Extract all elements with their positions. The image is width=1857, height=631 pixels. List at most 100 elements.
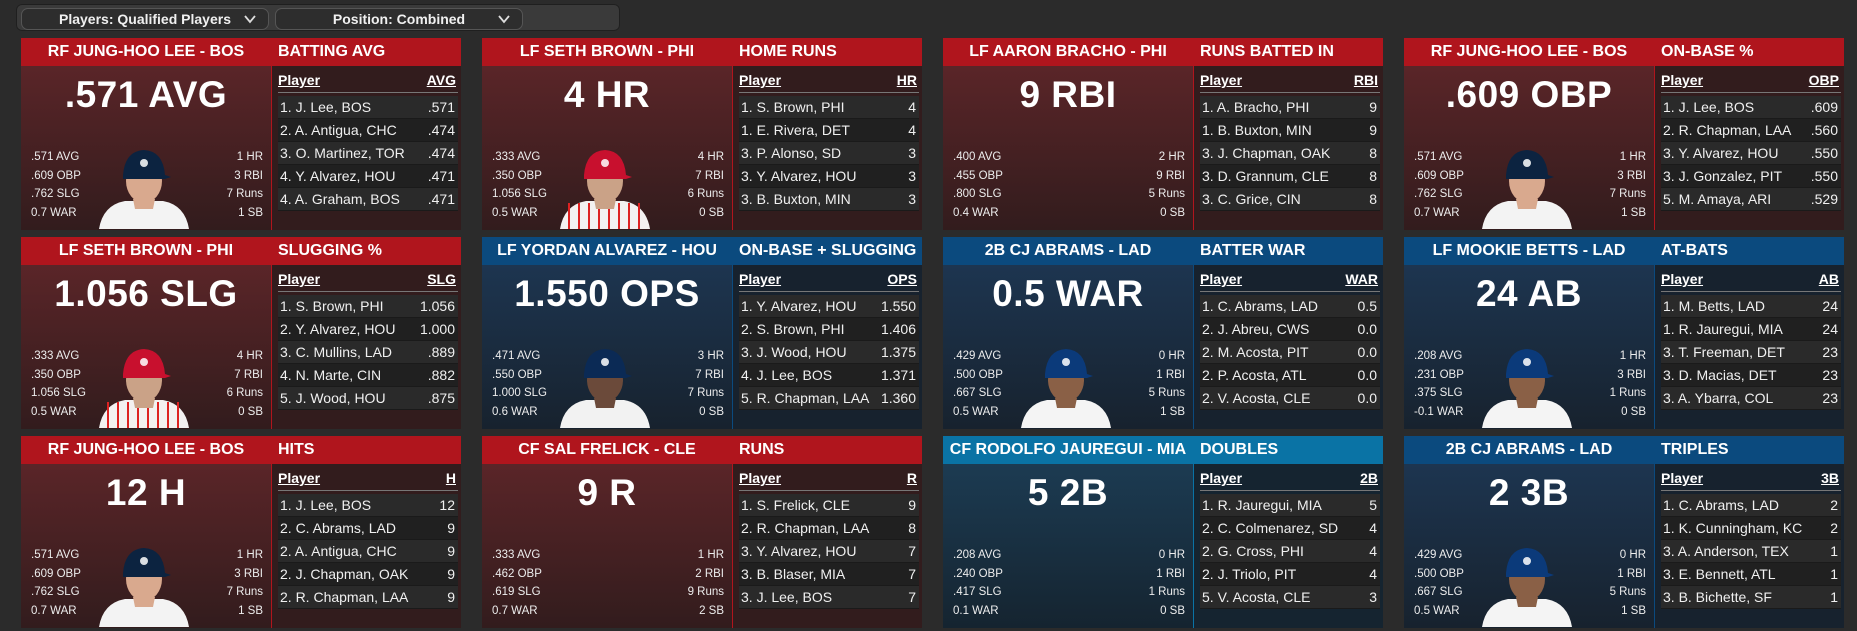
leaderboard-row[interactable]: 1. S. Brown, PHI 1.056 xyxy=(278,295,458,318)
player-name[interactable]: LF YORDAN ALVAREZ - HOU xyxy=(497,242,717,259)
leaderboard-row[interactable]: 1. E. Rivera, DET 4 xyxy=(739,119,919,142)
leaderboard-row[interactable]: 3. J. Wood, HOU 1.375 xyxy=(739,341,919,364)
leaderboard-row[interactable]: 2. C. Abrams, LAD 9 xyxy=(278,517,458,540)
count-stat: 1 RBI xyxy=(1617,567,1646,580)
players-filter-dropdown[interactable]: Players: Qualified Players xyxy=(21,8,269,30)
leaderboard-row[interactable]: 3. B. Blaser, MIA 7 xyxy=(739,563,919,586)
leaderboard-row[interactable]: 5. V. Acosta, CLE 3 xyxy=(1200,586,1380,609)
leaderboard-row[interactable]: 2. G. Cross, PHI 4 xyxy=(1200,540,1380,563)
leaderboard-row[interactable]: 1. J. Lee, BOS .609 xyxy=(1661,96,1841,119)
leaderboard-row[interactable]: 3. P. Alonso, SD 3 xyxy=(739,142,919,165)
card-header: LF AARON BRACHO - PHI RUNS BATTED IN xyxy=(943,38,1383,66)
player-name[interactable]: RF JUNG-HOO LEE - BOS xyxy=(1430,43,1628,60)
leaderboard-row[interactable]: 4. A. Graham, BOS .471 xyxy=(278,188,458,211)
leaderboard-row[interactable]: 3. B. Buxton, MIN 3 xyxy=(739,188,919,211)
leaderboard-row[interactable]: 2. J. Chapman, OAK 9 xyxy=(278,563,458,586)
leaderboard-row[interactable]: 1. R. Jauregui, MIA 5 xyxy=(1200,494,1380,517)
leader-card[interactable]: 2B CJ ABRAMS - LAD TRIPLES 2 3B .429 AVG… xyxy=(1404,436,1844,628)
player-name[interactable]: CF SAL FRELICK - CLE xyxy=(518,441,696,458)
leaderboard-row[interactable]: 3. J. Gonzalez, PIT .550 xyxy=(1661,165,1841,188)
leaderboard-row[interactable]: 3. B. Bichette, SF 1 xyxy=(1661,586,1841,609)
leader-card[interactable]: RF JUNG-HOO LEE - BOS ON-BASE % .609 OBP… xyxy=(1404,38,1844,230)
leaderboard-row[interactable]: 2. V. Acosta, CLE 0.0 xyxy=(1200,387,1380,410)
position-filter-dropdown[interactable]: Position: Combined xyxy=(275,8,523,30)
leaderboard-row[interactable]: 2. J. Triolo, PIT 4 xyxy=(1200,563,1380,586)
leaderboard-row[interactable]: 3. A. Anderson, TEX 1 xyxy=(1661,540,1841,563)
leader-card[interactable]: CF RODOLFO JAUREGUI - MIA DOUBLES 5 2B .… xyxy=(943,436,1383,628)
player-portrait-icon xyxy=(1021,349,1111,428)
leaderboard-row[interactable]: 2. A. Antigua, CHC 9 xyxy=(278,540,458,563)
leaderboard-row[interactable]: 1. K. Cunningham, KC 2 xyxy=(1661,517,1841,540)
leaderboard-row[interactable]: 3. J. Lee, BOS 7 xyxy=(739,586,919,609)
leader-card[interactable]: RF JUNG-HOO LEE - BOS HITS 12 H .571 AVG… xyxy=(21,436,461,628)
leaderboard-row[interactable]: 2. J. Abreu, CWS 0.0 xyxy=(1200,318,1380,341)
leaderboard-row[interactable]: 3. Y. Alvarez, HOU 7 xyxy=(739,540,919,563)
leader-value: 23 xyxy=(1822,367,1838,383)
leaderboard-row[interactable]: 3. C. Grice, CIN 8 xyxy=(1200,188,1380,211)
leaderboard-row[interactable]: 3. Y. Alvarez, HOU 3 xyxy=(739,165,919,188)
rate-stat: 0.5 WAR xyxy=(492,206,538,219)
leaderboard-row[interactable]: 2. R. Chapman, LAA .560 xyxy=(1661,119,1841,142)
leaderboard-row[interactable]: 3. D. Macias, DET 23 xyxy=(1661,364,1841,387)
leader-card[interactable]: LF YORDAN ALVAREZ - HOU ON-BASE + SLUGGI… xyxy=(482,237,922,429)
player-name[interactable]: LF MOOKIE BETTS - LAD xyxy=(1432,242,1626,259)
stat-value: .609 OBP xyxy=(1445,74,1613,115)
player-name[interactable]: LF SETH BROWN - PHI xyxy=(58,242,234,259)
leaderboard-row[interactable]: 1. B. Buxton, MIN 9 xyxy=(1200,119,1380,142)
player-name[interactable]: LF AARON BRACHO - PHI xyxy=(969,43,1167,60)
leader-value: 0.0 xyxy=(1357,321,1377,337)
player-name[interactable]: LF SETH BROWN - PHI xyxy=(519,43,695,60)
player-name[interactable]: CF RODOLFO JAUREGUI - MIA xyxy=(949,441,1187,458)
leaderboard-row[interactable]: 1. S. Brown, PHI 4 xyxy=(739,96,919,119)
leader-card[interactable]: CF SAL FRELICK - CLE RUNS 9 R .333 AVG .4… xyxy=(482,436,922,628)
leaderboard-row[interactable]: 1. A. Bracho, PHI 9 xyxy=(1200,96,1380,119)
player-name[interactable]: 2B CJ ABRAMS - LAD xyxy=(984,242,1152,259)
leaderboard-row[interactable]: 1. J. Lee, BOS .571 xyxy=(278,96,458,119)
leaderboard-row[interactable]: 1. Y. Alvarez, HOU 1.550 xyxy=(739,295,919,318)
leaderboard-row[interactable]: 2. C. Colmenarez, SD 4 xyxy=(1200,517,1380,540)
leaderboard-row[interactable]: 2. M. Acosta, PIT 0.0 xyxy=(1200,341,1380,364)
leaderboard-row[interactable]: 3. O. Martinez, TOR .474 xyxy=(278,142,458,165)
leader-card[interactable]: LF SETH BROWN - PHI HOME RUNS 4 HR .333 … xyxy=(482,38,922,230)
leaderboard-panel: Player H 1. J. Lee, BOS 12 2. C. Abrams, L… xyxy=(271,464,461,628)
leaderboard-row[interactable]: 3. T. Freeman, DET 23 xyxy=(1661,341,1841,364)
leaderboard-row[interactable]: 4. Y. Alvarez, HOU .471 xyxy=(278,165,458,188)
leaderboard-row[interactable]: 3. A. Ybarra, COL 23 xyxy=(1661,387,1841,410)
leaderboard-row[interactable]: 2. P. Acosta, ATL 0.0 xyxy=(1200,364,1380,387)
player-count-stats: 1 HR 3 RBI 1 Runs 0 SB xyxy=(1610,347,1646,421)
leaderboard-row[interactable]: 1. R. Jauregui, MIA 24 xyxy=(1661,318,1841,341)
leader-card[interactable]: LF MOOKIE BETTS - LAD AT-BATS 24 AB .208… xyxy=(1404,237,1844,429)
leaderboard-row[interactable]: 1. M. Betts, LAD 24 xyxy=(1661,295,1841,318)
leader-card[interactable]: LF AARON BRACHO - PHI RUNS BATTED IN 9 R… xyxy=(943,38,1383,230)
leaderboard-row[interactable]: 1. C. Abrams, LAD 0.5 xyxy=(1200,295,1380,318)
leaderboard-row[interactable]: 4. J. Lee, BOS 1.371 xyxy=(739,364,919,387)
leader-name: 3. P. Alonso, SD xyxy=(741,145,842,161)
leaderboard-row[interactable]: 1. J. Lee, BOS 12 xyxy=(278,494,458,517)
leader-name: 1. K. Cunningham, KC xyxy=(1663,520,1803,536)
leaderboard-row[interactable]: 3. J. Chapman, OAK 8 xyxy=(1200,142,1380,165)
leaderboard-row[interactable]: 3. C. Mullins, LAD .889 xyxy=(278,341,458,364)
leaderboard-row[interactable]: 3. E. Bennett, ATL 1 xyxy=(1661,563,1841,586)
player-name[interactable]: 2B CJ ABRAMS - LAD xyxy=(1445,441,1613,458)
leaderboard-row[interactable]: 2. S. Brown, PHI 1.406 xyxy=(739,318,919,341)
leaderboard-panel: Player AVG 1. J. Lee, BOS .571 2. A. Antig… xyxy=(271,66,461,230)
leaderboard-row[interactable]: 4. N. Marte, CIN .882 xyxy=(278,364,458,387)
player-name[interactable]: RF JUNG-HOO LEE - BOS xyxy=(47,43,245,60)
leaderboard-row[interactable]: 1. S. Frelick, CLE 9 xyxy=(739,494,919,517)
leaderboard-row[interactable]: 2. R. Chapman, LAA 9 xyxy=(278,586,458,609)
leaderboard-row[interactable]: 2. Y. Alvarez, HOU 1.000 xyxy=(278,318,458,341)
leaderboard-row[interactable]: 5. J. Wood, HOU .875 xyxy=(278,387,458,410)
player-name[interactable]: RF JUNG-HOO LEE - BOS xyxy=(47,441,245,458)
leader-card[interactable]: LF SETH BROWN - PHI SLUGGING % 1.056 SLG… xyxy=(21,237,461,429)
leaderboard-row[interactable]: 3. Y. Alvarez, HOU .550 xyxy=(1661,142,1841,165)
leaderboard-row[interactable]: 2. R. Chapman, LAA 8 xyxy=(739,517,919,540)
leaderboard-row[interactable]: 5. M. Amaya, ARI .529 xyxy=(1661,188,1841,211)
leader-value: .471 xyxy=(427,168,455,184)
leaderboard-row[interactable]: 2. A. Antigua, CHC .474 xyxy=(278,119,458,142)
position-filter-label: Position: Combined xyxy=(332,11,466,27)
leader-card[interactable]: 2B CJ ABRAMS - LAD BATTER WAR 0.5 WAR .4… xyxy=(943,237,1383,429)
leader-card[interactable]: RF JUNG-HOO LEE - BOS BATTING AVG .571 A… xyxy=(21,38,461,230)
leaderboard-row[interactable]: 5. R. Chapman, LAA 1.360 xyxy=(739,387,919,410)
leaderboard-row[interactable]: 3. D. Grannum, CLE 8 xyxy=(1200,165,1380,188)
leaderboard-row[interactable]: 1. C. Abrams, LAD 2 xyxy=(1661,494,1841,517)
